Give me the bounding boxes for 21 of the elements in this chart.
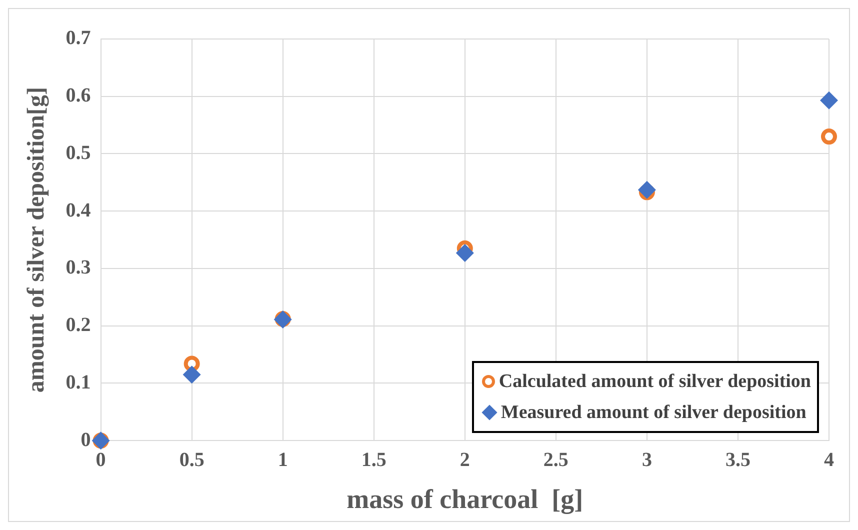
x-tick-label: 0 xyxy=(96,448,106,471)
x-tick-label: 4 xyxy=(824,448,834,471)
x-tick-label: 0.5 xyxy=(179,448,204,471)
y-tick-label: 0.6 xyxy=(66,84,91,107)
y-tick-label: 0.7 xyxy=(66,27,91,50)
x-tick-label: 2.5 xyxy=(543,448,568,471)
y-tick-label: 0 xyxy=(80,428,91,451)
legend-label: Calculated amount of silver deposition xyxy=(498,370,811,394)
y-tick-label: 0.1 xyxy=(66,371,91,394)
x-tick-label: 2 xyxy=(460,448,470,471)
x-tick-label: 1.5 xyxy=(361,448,386,471)
x-tick-label: 1 xyxy=(278,448,288,471)
x-tick-label: 3 xyxy=(642,448,652,471)
y-tick-label: 0.5 xyxy=(66,142,91,164)
x-tick-label: 3.5 xyxy=(725,448,750,471)
y-tick-label: 0.3 xyxy=(66,256,91,279)
y-tick-label: 0.2 xyxy=(66,314,91,336)
x-axis-title: mass of charcoal [g] xyxy=(346,484,584,514)
y-tick-label: 0.4 xyxy=(66,199,91,222)
legend-label: Measured amount of silver deposition xyxy=(500,400,806,425)
y-axis-title: amount of silver deposition[g] xyxy=(24,87,50,393)
